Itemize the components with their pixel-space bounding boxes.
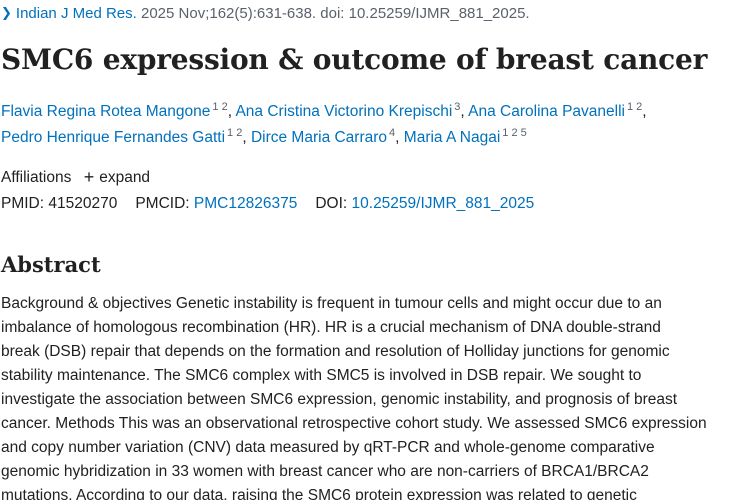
article-title: SMC6 expression & outcome of breast canc…: [1, 43, 708, 76]
abstract-line: break (DSB) repair that depends on the f…: [1, 343, 670, 360]
citation-details: 2025 Nov;162(5):631-638. doi: 10.25259/I…: [136, 5, 530, 22]
pmcid-label: PMCID:: [135, 195, 190, 212]
abstract-line: mutations. According to our data, raisin…: [1, 487, 637, 500]
pmid-value: 41520270: [48, 195, 118, 212]
author-list: Flavia Regina Rotea Mangone 1 2, Ana Cris…: [1, 99, 746, 151]
author-name-link[interactable]: Dirce Maria Carraro: [250, 129, 388, 146]
author-separator: ,: [227, 103, 232, 120]
author-separator: ,: [395, 129, 400, 146]
affiliations-label: Affiliations: [1, 169, 72, 186]
author-name-link[interactable]: Pedro Henrique Fernandes Gatti: [1, 129, 226, 146]
author-separator: ,: [242, 129, 247, 146]
abstract-line: stability maintenance. The SMC6 complex …: [1, 367, 642, 384]
affiliations-row: Affiliations + expand: [1, 165, 150, 189]
pmcid-link[interactable]: PMC12826375: [193, 195, 298, 212]
journal-link[interactable]: Indian J Med Res.: [15, 5, 137, 22]
author-item: Ana Cristina Victorino Krepischi 3,: [235, 101, 465, 121]
author-item: Flavia Regina Rotea Mangone 1 2,: [1, 101, 232, 121]
abstract-line: genomic hybridization in 33 women with b…: [1, 463, 649, 480]
author-name-link[interactable]: Flavia Regina Rotea Mangone: [1, 103, 211, 120]
author-separator: ,: [460, 103, 465, 120]
author-item: Dirce Maria Carraro 4,: [250, 127, 400, 147]
abstract-line: and copy number variation (CNV) data mea…: [1, 439, 655, 456]
abstract-line: cancer. Methods This was an observationa…: [1, 415, 707, 432]
affiliation-superscript[interactable]: 1 2: [212, 101, 228, 113]
plus-icon: +: [83, 167, 95, 187]
expand-label: expand: [99, 169, 151, 186]
author-separator: ,: [642, 103, 647, 120]
abstract-heading: Abstract: [1, 252, 101, 277]
chevron-right-icon[interactable]: ❯: [1, 5, 12, 20]
affiliation-superscript[interactable]: 4: [389, 127, 396, 139]
affiliations-expand-button[interactable]: + expand: [83, 167, 151, 187]
affiliation-superscript[interactable]: 1 2: [227, 127, 243, 139]
identifiers-row: PMID: 41520270 PMCID: PMC12826375 DOI: 10.…: [1, 193, 534, 215]
doi-label: DOI:: [315, 195, 348, 212]
abstract-line: imbalance of homologous recombination (H…: [1, 319, 661, 336]
affiliation-superscript[interactable]: 1 2 5: [502, 127, 527, 139]
author-item: Pedro Henrique Fernandes Gatti 1 2,: [1, 127, 247, 147]
affiliation-superscript[interactable]: 1 2: [626, 101, 643, 113]
pmid-label: PMID:: [1, 195, 45, 212]
abstract-line: Background & objectives Genetic instabil…: [1, 295, 662, 312]
author-name-link[interactable]: Ana Carolina Pavanelli: [468, 103, 625, 120]
citation-line: ❯ Indian J Med Res. 2025 Nov;162(5):631-6…: [1, 4, 530, 24]
abstract-line: investigate the association between SMC6…: [1, 391, 678, 408]
author-name-link[interactable]: Ana Cristina Victorino Krepischi: [235, 103, 453, 120]
affiliation-superscript[interactable]: 3: [454, 101, 461, 113]
author-name-link[interactable]: Maria A Nagai: [403, 129, 501, 146]
author-item: Ana Carolina Pavanelli 1 2,: [468, 101, 647, 121]
doi-link[interactable]: 10.25259/IJMR_881_2025: [351, 195, 535, 212]
author-item: Maria A Nagai 1 2 5: [403, 127, 527, 147]
abstract-text: Background & objectives Genetic instabil…: [1, 292, 745, 500]
